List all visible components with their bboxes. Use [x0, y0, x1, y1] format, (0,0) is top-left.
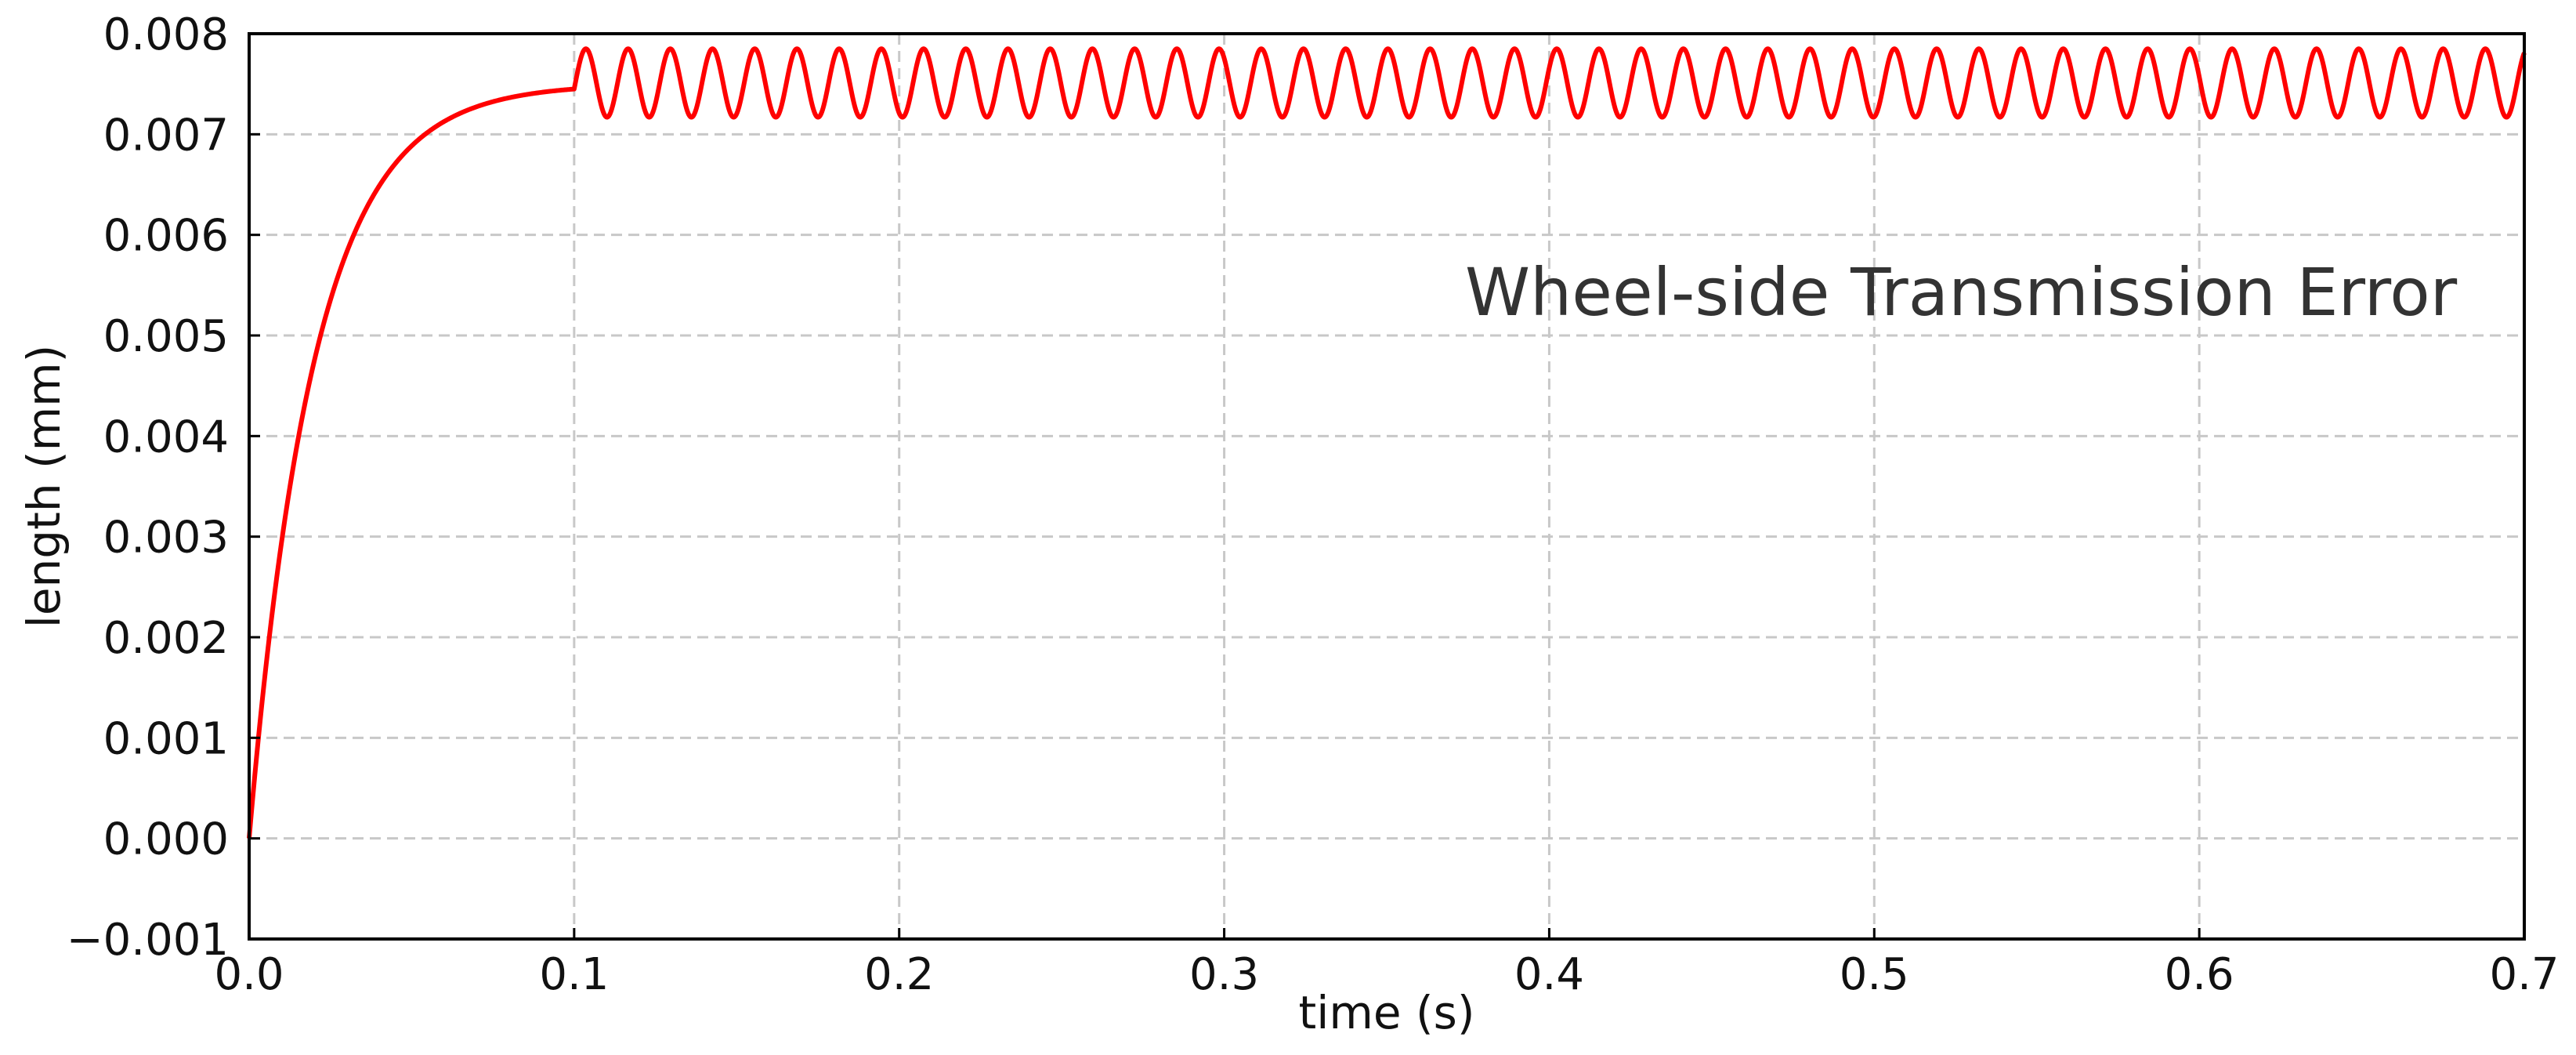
y-tick-label: 0.006 — [103, 211, 229, 262]
y-tick-label: 0.000 — [103, 814, 229, 865]
chart-annotation: Wheel-side Transmission Error — [1465, 254, 2458, 331]
x-tick-label: 0.3 — [1189, 949, 1259, 1000]
ticks: 0.0 0.1 0.2 0.3 0.4 0.5 0.6 0.7 −0.001 0.000 0.001… — [67, 9, 2560, 1000]
y-tick-label: 0.004 — [103, 411, 229, 462]
x-tick-label: 0.4 — [1514, 949, 1584, 1000]
series-line — [247, 46, 2527, 839]
y-tick-label: 0.008 — [103, 9, 229, 60]
y-tick-label: 0.003 — [103, 513, 229, 564]
y-tick-label: 0.001 — [103, 713, 229, 764]
x-tick-label: 0.2 — [864, 949, 934, 1000]
y-tick-label: 0.007 — [103, 110, 229, 161]
grid — [249, 34, 2524, 939]
x-tick-label: 0.0 — [214, 949, 284, 1000]
y-tick-label: 0.005 — [103, 311, 229, 362]
x-tick-label: 0.6 — [2165, 949, 2234, 1000]
x-axis-label: time (s) — [1299, 986, 1475, 1039]
x-tick-label: 0.5 — [1840, 949, 1909, 1000]
x-tick-label: 0.7 — [2489, 949, 2559, 1000]
y-tick-label: 0.002 — [103, 613, 229, 664]
plot-frame — [248, 32, 2526, 941]
y-tick-label: −0.001 — [67, 915, 229, 966]
x-tick-label: 0.1 — [539, 949, 609, 1000]
y-axis-label: length (mm) — [17, 345, 71, 629]
series-layer — [247, 46, 2527, 839]
